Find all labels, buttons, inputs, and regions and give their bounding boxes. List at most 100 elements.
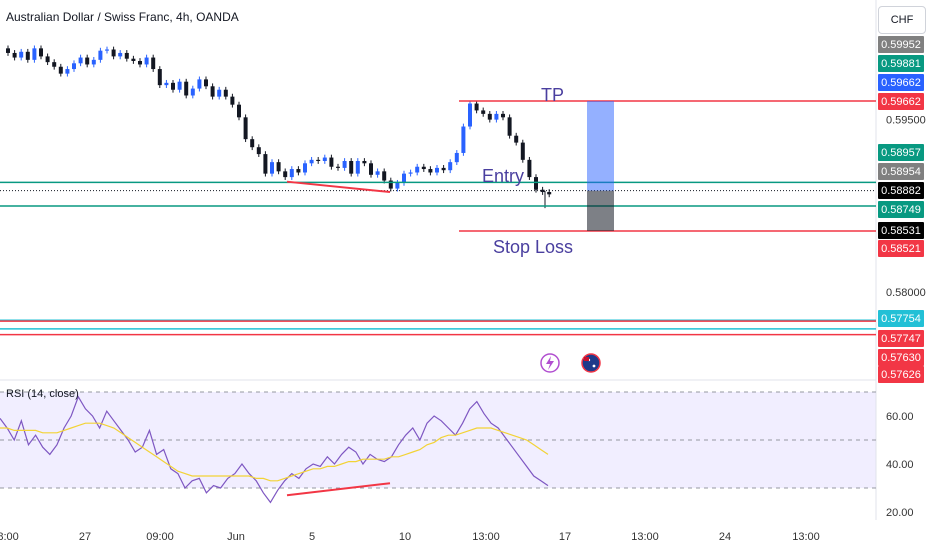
price-tag-label: 0.57747 bbox=[881, 333, 921, 345]
candle-body bbox=[322, 157, 327, 161]
candle-body bbox=[296, 169, 301, 173]
flag-au-icon[interactable] bbox=[581, 353, 601, 373]
stop-loss-zone[interactable] bbox=[587, 190, 614, 231]
rsi-indicator-label[interactable]: RSI (14, close) bbox=[6, 388, 79, 400]
candle-body bbox=[250, 139, 255, 148]
candle-body bbox=[520, 142, 525, 160]
candle-body bbox=[78, 57, 83, 64]
candle-body bbox=[349, 161, 354, 174]
candle-body bbox=[540, 189, 545, 193]
x-axis-label: Jun bbox=[227, 531, 245, 543]
rsi-line bbox=[0, 395, 549, 504]
divergence-line-rsi[interactable] bbox=[286, 482, 391, 497]
x-axis-label: 27 bbox=[79, 531, 91, 543]
divergence-line-price[interactable] bbox=[286, 180, 391, 194]
price-tag-bg[interactable] bbox=[878, 182, 924, 199]
candle-body bbox=[19, 51, 24, 58]
candle-body bbox=[6, 48, 10, 53]
rsi-axis-label: 60.00 bbox=[886, 411, 914, 423]
candle-body bbox=[171, 82, 175, 90]
price-tag-bg[interactable] bbox=[878, 366, 924, 383]
candle-body bbox=[527, 159, 532, 178]
candle-body bbox=[151, 57, 156, 70]
candle-body bbox=[256, 147, 261, 155]
candle-body bbox=[382, 171, 387, 181]
candle-body bbox=[468, 103, 472, 127]
candle-body bbox=[474, 103, 479, 111]
candle-body bbox=[217, 89, 222, 97]
candle-body bbox=[223, 89, 228, 97]
candle-body bbox=[507, 117, 512, 136]
stop-loss-label: Stop Loss bbox=[493, 237, 573, 257]
candle-body bbox=[501, 113, 505, 118]
candle-body bbox=[494, 113, 499, 120]
candle-body bbox=[58, 66, 63, 74]
candle-body bbox=[138, 61, 142, 65]
price-tag-bg[interactable] bbox=[878, 240, 924, 257]
price-tag-label: 0.59952 bbox=[881, 39, 921, 51]
candle-body bbox=[52, 62, 57, 67]
candle-body bbox=[388, 180, 393, 189]
price-tag-bg[interactable] bbox=[878, 201, 924, 218]
price-tag-label: 0.58954 bbox=[881, 166, 921, 178]
candle-body bbox=[263, 154, 268, 174]
price-tag-label: 0.59662 bbox=[881, 96, 921, 108]
candle-body bbox=[210, 86, 215, 97]
price-tag-bg[interactable] bbox=[878, 55, 924, 72]
candle-body bbox=[415, 166, 420, 173]
candle-body bbox=[289, 169, 294, 178]
candle-body bbox=[402, 173, 406, 183]
x-axis-label: 13:00 bbox=[631, 531, 659, 543]
take-profit-zone[interactable] bbox=[587, 101, 614, 191]
candle-body bbox=[421, 166, 426, 170]
candle-body bbox=[270, 162, 274, 174]
candle-body bbox=[237, 104, 241, 118]
candle-body bbox=[342, 161, 347, 168]
price-tag-bg[interactable] bbox=[878, 222, 924, 239]
candle-body bbox=[454, 152, 459, 163]
candle-body bbox=[45, 56, 50, 63]
candle-body bbox=[329, 157, 334, 167]
price-tag-label: 0.59662 bbox=[881, 77, 921, 89]
x-axis-label: 13:00 bbox=[792, 531, 820, 543]
price-tag-bg[interactable] bbox=[878, 163, 924, 180]
candle-body bbox=[408, 172, 413, 174]
price-tag-label: 0.58531 bbox=[881, 225, 921, 237]
candle-body bbox=[461, 126, 466, 153]
price-tag-bg[interactable] bbox=[878, 36, 924, 53]
candle-body bbox=[131, 58, 136, 61]
price-tag-label: 0.57754 bbox=[881, 313, 921, 325]
price-tag-bg[interactable] bbox=[878, 74, 924, 91]
price-tags-group: 0.59500 0.58000 0.59952 0.59881 0.59662 0.596… bbox=[878, 36, 926, 383]
candle-body bbox=[276, 162, 281, 172]
currency-button[interactable]: CHF bbox=[878, 6, 926, 34]
candle-body bbox=[144, 57, 149, 65]
candle-body bbox=[190, 88, 195, 96]
candle-body bbox=[105, 49, 109, 51]
price-tag-bg[interactable] bbox=[878, 93, 924, 110]
price-tag-bg[interactable] bbox=[878, 310, 924, 327]
candle-body bbox=[91, 59, 96, 65]
candle-body bbox=[32, 48, 37, 60]
candle-body bbox=[309, 159, 314, 164]
x-axis-label: 10 bbox=[399, 531, 411, 543]
candle-body bbox=[395, 182, 400, 189]
x-axis-label: 17 bbox=[559, 531, 571, 543]
x-axis-label: 09:00 bbox=[146, 531, 174, 543]
candle-body bbox=[428, 169, 433, 173]
candle-body bbox=[25, 51, 30, 60]
lightning-icon[interactable] bbox=[540, 353, 560, 373]
candle-body bbox=[487, 113, 492, 120]
candle-body bbox=[336, 166, 340, 168]
price-tag-bg[interactable] bbox=[878, 349, 924, 366]
x-axis-label: 24 bbox=[719, 531, 731, 543]
rsi-axis-label: 20.00 bbox=[886, 507, 914, 519]
candle-body bbox=[39, 48, 43, 57]
candle-body bbox=[124, 52, 129, 59]
price-tag-bg[interactable] bbox=[878, 144, 924, 161]
candle-body bbox=[448, 162, 453, 171]
chart-title: Australian Dollar / Swiss Franc, 4h, OAN… bbox=[6, 10, 239, 24]
candle-body bbox=[85, 57, 90, 65]
price-tag-bg[interactable] bbox=[878, 330, 924, 347]
